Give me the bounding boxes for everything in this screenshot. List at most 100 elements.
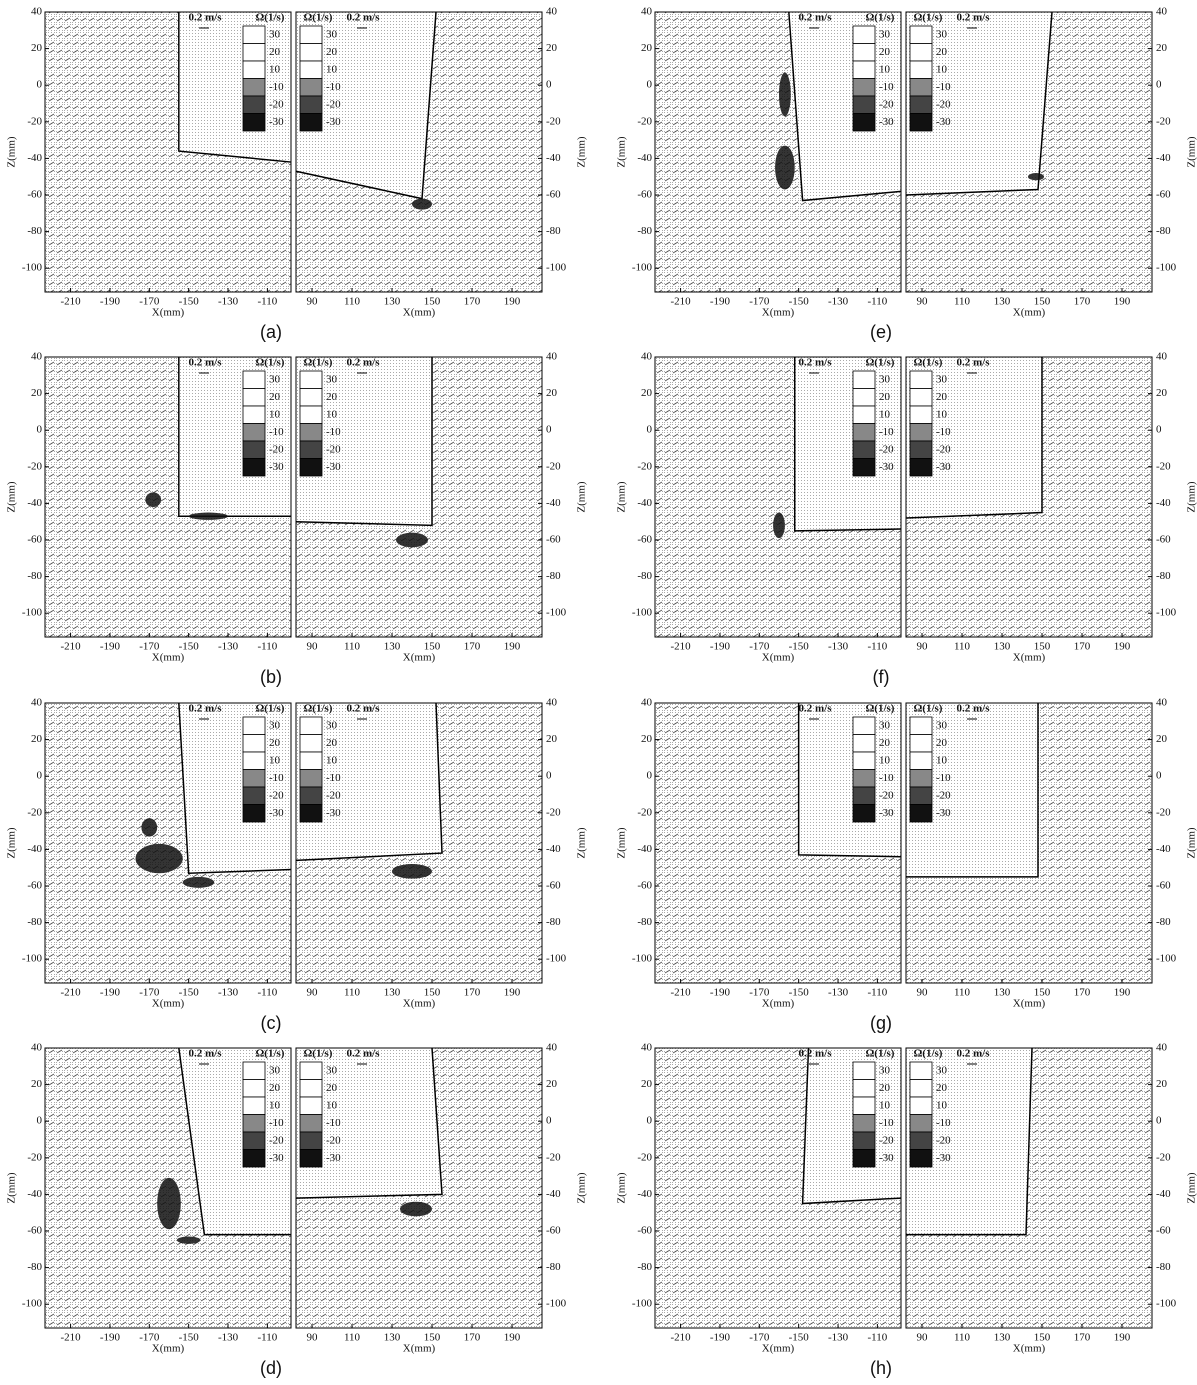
velocity-scale: 0.2 m/s: [957, 12, 991, 24]
colorbar-cell: [910, 1150, 932, 1168]
x-axis-label: X(mm): [1013, 998, 1046, 1010]
y-tick-label: -20: [1156, 115, 1171, 127]
y-axis-label: Z(mm): [576, 827, 588, 858]
colorbar-label: -30: [269, 461, 284, 473]
velocity-scale: 0.2 m/s: [347, 703, 381, 715]
y-tick-label: -100: [1156, 1298, 1177, 1310]
y-tick-label: -40: [637, 843, 652, 855]
colorbar-label: 20: [936, 46, 948, 58]
y-axis-label: Z(mm): [576, 1172, 588, 1203]
colorbar-label: 20: [879, 46, 891, 58]
x-tick-label: -210: [60, 641, 81, 653]
colorbar-cell: [243, 717, 265, 735]
colorbar-label: 30: [936, 374, 948, 386]
x-axis-label: X(mm): [152, 652, 185, 664]
y-tick-label: -80: [546, 225, 561, 237]
colorbar-cell: [243, 61, 265, 79]
vortex-region: [396, 533, 428, 548]
colorbar-label: -10: [936, 772, 951, 784]
x-tick-label: 190: [504, 641, 521, 653]
colorbar-cell: [910, 371, 932, 389]
x-tick-label: 190: [1114, 987, 1131, 999]
y-tick-label: -100: [1156, 607, 1177, 619]
colorbar-label: -10: [326, 81, 341, 93]
colorbar-cell: [853, 1080, 875, 1098]
colorbar-title: Ω(1/s): [866, 357, 895, 369]
vortex-region: [775, 146, 795, 190]
x-tick-label: 190: [504, 1332, 521, 1344]
y-tick-label: 0: [37, 770, 43, 782]
y-tick-label: -100: [1156, 262, 1177, 274]
y-tick-label: -60: [546, 1225, 561, 1237]
colorbar-cell: [910, 717, 932, 735]
colorbar-label: -30: [269, 1152, 284, 1164]
colorbar-label: 30: [879, 374, 891, 386]
vortex-region: [183, 877, 214, 888]
y-tick-label: -60: [546, 189, 561, 201]
y-tick-label: 40: [31, 1042, 43, 1054]
y-axis-label: Z(mm): [1186, 827, 1197, 858]
y-tick-label: -80: [546, 916, 561, 928]
colorbar-label: -10: [326, 772, 341, 784]
colorbar-cell: [853, 1062, 875, 1080]
colorbar-label: -10: [269, 81, 284, 93]
x-tick-label: 90: [917, 641, 929, 653]
x-tick-label: -130: [218, 1332, 239, 1344]
y-tick-label: 0: [1156, 424, 1162, 436]
y-tick-label: -40: [546, 152, 561, 164]
colorbar-cell: [243, 96, 265, 114]
x-tick-label: -190: [710, 987, 731, 999]
colorbar-label: 30: [326, 29, 338, 41]
colorbar-label: 10: [269, 755, 281, 767]
y-tick-label: 20: [31, 1078, 43, 1090]
colorbar-cell: [853, 441, 875, 459]
y-tick-label: 40: [641, 697, 653, 709]
y-tick-label: -80: [27, 916, 42, 928]
colorbar-cell: [300, 26, 322, 44]
colorbar-cell: [243, 371, 265, 389]
x-tick-label: -110: [258, 987, 278, 999]
x-tick-label: 110: [344, 296, 361, 308]
y-axis-label: Z(mm): [576, 136, 588, 167]
colorbar-label: 10: [269, 64, 281, 76]
colorbar-cell: [300, 441, 322, 459]
colorbar-label: 30: [879, 1065, 891, 1077]
colorbar-cell: [300, 79, 322, 97]
colorbar-label: -20: [326, 99, 341, 111]
x-tick-label: -130: [828, 1332, 849, 1344]
y-tick-label: -100: [1156, 953, 1177, 965]
y-tick-label: 20: [546, 387, 558, 399]
vortex-region: [141, 818, 157, 836]
vortex-region: [400, 1202, 432, 1217]
x-axis-label: X(mm): [762, 1343, 795, 1355]
x-tick-label: 170: [464, 641, 481, 653]
y-tick-label: -80: [637, 225, 652, 237]
colorbar-label: -20: [326, 790, 341, 802]
velocity-scale: 0.2 m/s: [957, 1048, 991, 1060]
colorbar-label: 20: [326, 1082, 338, 1094]
colorbar-cell: [910, 406, 932, 424]
colorbar-cell: [910, 770, 932, 788]
colorbar-label: 20: [269, 1082, 281, 1094]
y-tick-label: -100: [546, 953, 567, 965]
colorbar-label: 20: [269, 391, 281, 403]
x-tick-label: -130: [218, 296, 239, 308]
colorbar-label: 10: [879, 64, 891, 76]
x-axis-label: X(mm): [403, 1343, 436, 1355]
colorbar-label: -30: [936, 116, 951, 128]
colorbar-label: -10: [269, 426, 284, 438]
colorbar-title: Ω(1/s): [866, 1048, 895, 1060]
x-axis-label: X(mm): [403, 307, 436, 319]
colorbar-cell: [853, 114, 875, 132]
colorbar-label: -10: [936, 1117, 951, 1129]
colorbar-cell: [853, 770, 875, 788]
y-tick-label: -20: [1156, 460, 1171, 472]
colorbar-label: -20: [269, 99, 284, 111]
colorbar-cell: [910, 26, 932, 44]
colorbar-label: -20: [936, 790, 951, 802]
x-tick-label: 190: [504, 987, 521, 999]
colorbar-label: -10: [879, 772, 894, 784]
colorbar-label: -20: [936, 1135, 951, 1147]
x-tick-label: -210: [670, 987, 691, 999]
colorbar-cell: [910, 114, 932, 132]
